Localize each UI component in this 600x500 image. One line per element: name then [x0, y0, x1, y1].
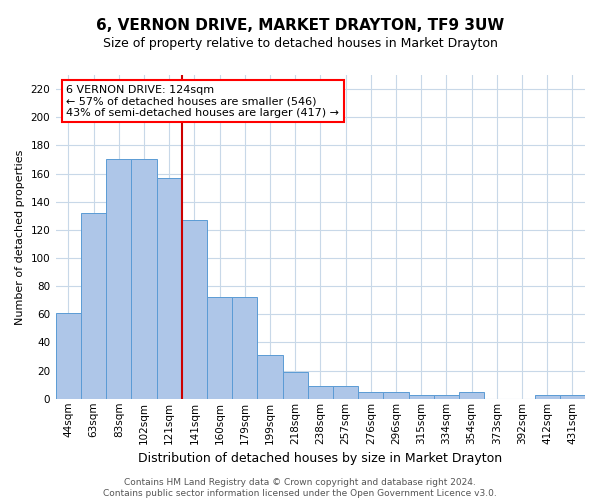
Bar	[560, 394, 585, 399]
Bar	[434, 394, 459, 399]
Bar	[333, 386, 358, 399]
Bar	[157, 178, 182, 399]
Bar	[207, 298, 232, 399]
Bar	[308, 386, 333, 399]
Text: 6, VERNON DRIVE, MARKET DRAYTON, TF9 3UW: 6, VERNON DRIVE, MARKET DRAYTON, TF9 3UW	[96, 18, 504, 32]
X-axis label: Distribution of detached houses by size in Market Drayton: Distribution of detached houses by size …	[139, 452, 502, 465]
Bar	[106, 160, 131, 399]
Bar	[182, 220, 207, 399]
Text: 6 VERNON DRIVE: 124sqm
← 57% of detached houses are smaller (546)
43% of semi-de: 6 VERNON DRIVE: 124sqm ← 57% of detached…	[67, 84, 340, 118]
Bar	[535, 394, 560, 399]
Bar	[283, 372, 308, 399]
Bar	[81, 213, 106, 399]
Bar	[56, 313, 81, 399]
Bar	[459, 392, 484, 399]
Text: Contains HM Land Registry data © Crown copyright and database right 2024.
Contai: Contains HM Land Registry data © Crown c…	[103, 478, 497, 498]
Text: Size of property relative to detached houses in Market Drayton: Size of property relative to detached ho…	[103, 38, 497, 51]
Bar	[257, 355, 283, 399]
Bar	[358, 392, 383, 399]
Bar	[409, 394, 434, 399]
Bar	[232, 298, 257, 399]
Bar	[383, 392, 409, 399]
Y-axis label: Number of detached properties: Number of detached properties	[15, 149, 25, 324]
Bar	[131, 160, 157, 399]
